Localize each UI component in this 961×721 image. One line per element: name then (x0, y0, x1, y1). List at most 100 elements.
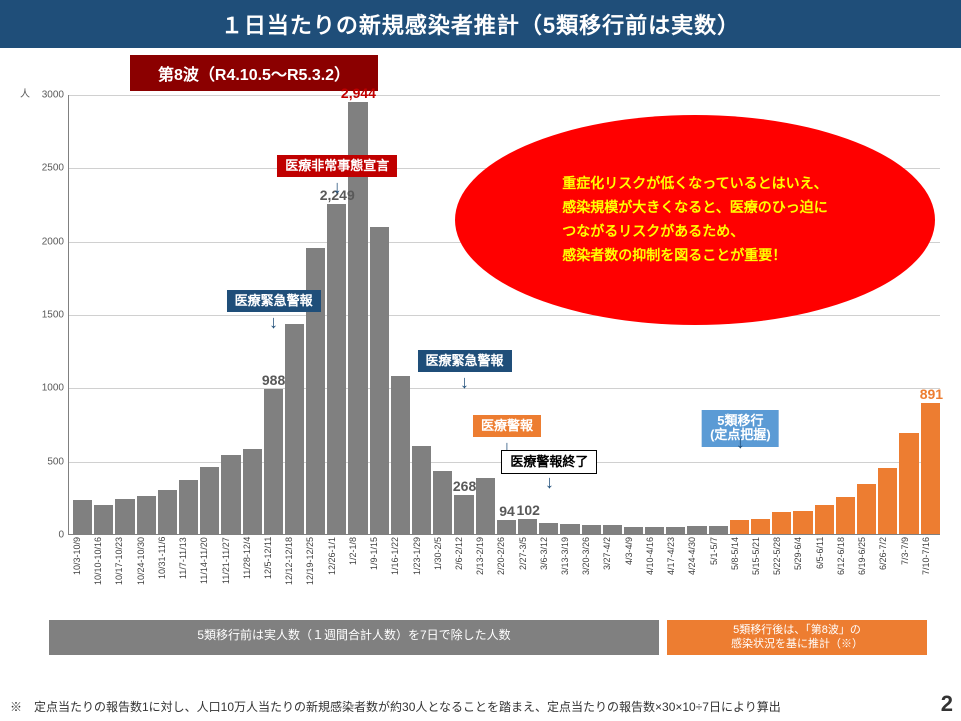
x-label: 5/8-5/14 (730, 537, 749, 607)
x-label: 3/27-4/2 (602, 537, 621, 607)
x-label: 2/27-3/5 (518, 537, 537, 607)
x-label: 6/5-6/11 (815, 537, 834, 607)
y-axis-label: 人 (20, 85, 30, 100)
bar (476, 478, 495, 534)
bar-wrap (179, 95, 198, 534)
annotation-arrow: ↓ (333, 177, 342, 198)
peak-label: 268 (453, 478, 476, 494)
bar (878, 468, 897, 534)
x-labels: 10/3-10/910/10-10/1610/17-10/2310/24-10/… (68, 537, 940, 607)
warning-text: 重症化リスクが低くなっているとはいえ、感染規模が大きくなると、医療のひっ迫につな… (522, 172, 867, 267)
bar (645, 527, 664, 534)
annotation-box: 医療非常事態宣言 (277, 155, 397, 177)
bar-wrap (137, 95, 156, 534)
bar (412, 446, 431, 534)
bar-wrap (454, 95, 473, 534)
bar (857, 484, 876, 534)
x-label: 10/3-10/9 (72, 537, 91, 607)
annotation: 医療非常事態宣言 (277, 155, 397, 177)
bar (73, 500, 92, 534)
bar-wrap (921, 95, 940, 534)
ytick-label: 1000 (38, 383, 64, 394)
x-label: 3/13-3/19 (560, 537, 579, 607)
x-label: 6/19-6/25 (857, 537, 876, 607)
bar-wrap (221, 95, 240, 534)
ytick-label: 500 (38, 456, 64, 467)
x-label: 4/17-4/23 (666, 537, 685, 607)
bar (687, 526, 706, 534)
x-label: 5/15-5/21 (751, 537, 770, 607)
peak-label: 102 (517, 502, 540, 518)
annotation: 医療警報 (473, 415, 541, 437)
bar (666, 527, 685, 534)
annotation-box: 医療緊急警報 (227, 290, 321, 312)
page-title: １日当たりの新規感染者推計（5類移行前は実数） (0, 0, 961, 48)
bar-wrap (73, 95, 92, 534)
annotation-arrow: ↓ (545, 472, 554, 493)
peak-label: 2,944 (341, 85, 376, 101)
x-label: 11/21-11/27 (221, 537, 240, 607)
bar (624, 527, 643, 534)
x-label: 10/17-10/23 (114, 537, 133, 607)
x-label: 5/29-6/4 (793, 537, 812, 607)
bar (603, 525, 622, 534)
peak-label: 94 (499, 503, 515, 519)
annotation-arrow: ↓ (460, 372, 469, 393)
x-label: 4/10-4/16 (645, 537, 664, 607)
bar (200, 467, 219, 534)
x-label: 5/1-5/7 (709, 537, 728, 607)
bar (836, 497, 855, 534)
x-label: 5/22-5/28 (772, 537, 791, 607)
bar (815, 505, 834, 534)
peak-label: 988 (262, 372, 285, 388)
bar (899, 433, 918, 534)
bar (285, 324, 304, 534)
x-label: 6/12-6/18 (836, 537, 855, 607)
bar-wrap (433, 95, 452, 534)
x-label: 12/12-12/18 (284, 537, 303, 607)
bar (94, 505, 113, 534)
bar (264, 389, 283, 534)
x-label: 1/30-2/5 (433, 537, 452, 607)
bar-wrap (899, 95, 918, 534)
x-label: 7/3-7/9 (900, 537, 919, 607)
x-label: 2/20-2/26 (496, 537, 515, 607)
bar (582, 525, 601, 534)
bar (370, 227, 389, 534)
x-label: 12/5-12/11 (263, 537, 282, 607)
x-label: 1/9-1/15 (369, 537, 388, 607)
bar (709, 526, 728, 534)
bar (243, 449, 262, 534)
annotation: 医療警報終了 (501, 450, 597, 474)
bar (921, 403, 940, 534)
x-label: 2/6-2/12 (454, 537, 473, 607)
x-label: 4/3-4/9 (624, 537, 643, 607)
x-label: 3/20-3/26 (581, 537, 600, 607)
bar (539, 523, 558, 534)
footer-orange: 5類移行後は、「第8波」の感染状況を基に推計（※） (667, 620, 927, 655)
x-label: 11/14-11/20 (199, 537, 218, 607)
x-label: 2/13-2/19 (475, 537, 494, 607)
bar-wrap (412, 95, 431, 534)
bar (560, 524, 579, 534)
annotation: 医療緊急警報 (227, 290, 321, 312)
bar-wrap (243, 95, 262, 534)
ytick-label: 0 (38, 530, 64, 541)
bar (179, 480, 198, 534)
x-label: 7/10-7/16 (921, 537, 940, 607)
bar (454, 495, 473, 534)
warning-ellipse: 重症化リスクが低くなっているとはいえ、感染規模が大きくなると、医療のひっ迫につな… (455, 115, 935, 325)
bar (115, 499, 134, 534)
x-label: 4/24-4/30 (687, 537, 706, 607)
bar (772, 512, 791, 534)
bar-wrap (200, 95, 219, 534)
bar (391, 376, 410, 534)
x-label: 1/23-1/29 (412, 537, 431, 607)
annotation-arrow: ↓ (736, 432, 745, 453)
bar (221, 455, 240, 534)
annotation-arrow: ↓ (269, 312, 278, 333)
bar-wrap (158, 95, 177, 534)
footnote: ※ 定点当たりの報告数1に対し、人口10万人当たりの新規感染者数が約30人となる… (10, 698, 781, 715)
bar (793, 511, 812, 534)
x-label: 10/10-10/16 (93, 537, 112, 607)
